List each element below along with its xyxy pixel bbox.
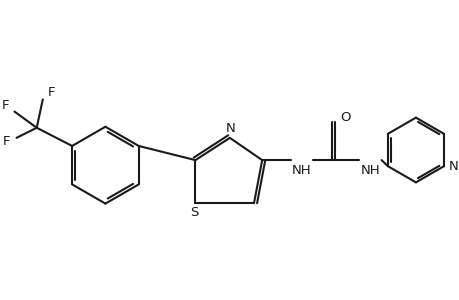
- Text: O: O: [339, 111, 350, 124]
- Text: N: N: [448, 160, 458, 173]
- Text: NH: NH: [360, 164, 380, 177]
- Text: NH: NH: [291, 164, 311, 177]
- Text: F: F: [2, 99, 9, 112]
- Text: F: F: [3, 135, 10, 148]
- Text: S: S: [190, 206, 198, 219]
- Text: F: F: [48, 86, 56, 99]
- Text: N: N: [225, 122, 235, 135]
